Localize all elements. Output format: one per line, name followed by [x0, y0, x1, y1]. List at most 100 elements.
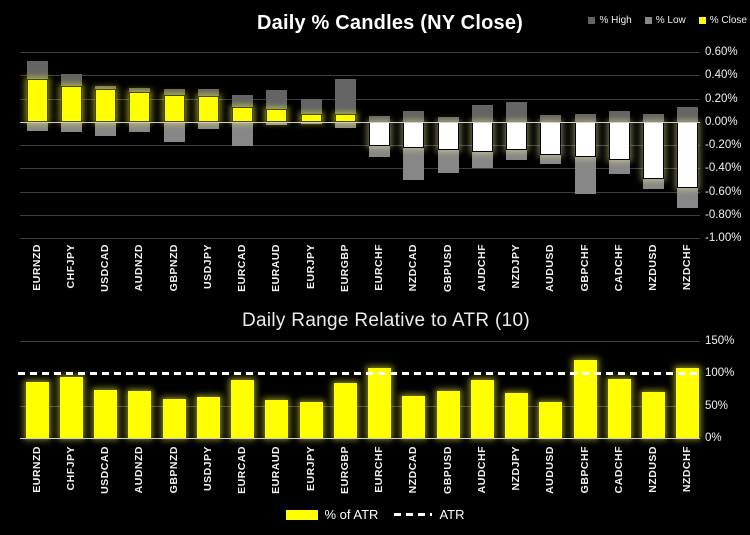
candle-high-wick [506, 101, 528, 122]
candle-body [60, 85, 82, 122]
atr-bar [607, 378, 631, 438]
atr-bar [402, 395, 426, 438]
y-axis-tick-label: 0.40% [705, 69, 738, 82]
candle-high-wick [608, 111, 630, 122]
atr-bar [642, 392, 666, 438]
candle-low-wick [608, 160, 630, 175]
x-axis-label: AUDUSD [544, 244, 557, 292]
atr-bar [505, 392, 529, 438]
candle-low-wick [506, 149, 528, 161]
candle-low-wick [163, 121, 185, 142]
legend-item-pct-of-atr: % of ATR [285, 507, 378, 522]
x-axis-label: GBPUSD [441, 244, 454, 292]
candle-low-wick [677, 188, 699, 208]
candle-body [643, 121, 665, 179]
candle-body [540, 121, 562, 156]
atr-bar [196, 397, 220, 438]
candle-high-wick [677, 106, 699, 122]
gridline [20, 52, 700, 53]
legend-item-atr-line: ATR [394, 507, 465, 522]
atr-bar [573, 360, 597, 438]
atr-bar [368, 368, 392, 438]
candle-high-wick [369, 115, 391, 122]
x-axis-label: NZDJPY [510, 244, 523, 289]
x-axis-label: NZDUSD [647, 244, 660, 291]
candle-low-wick [334, 121, 356, 128]
y-axis-tick-label: 150% [705, 335, 735, 347]
candle-body [232, 106, 254, 122]
atr-bar [539, 401, 563, 438]
y-axis-tick-label: 0% [705, 432, 722, 444]
atr-dashed-line-icon [394, 513, 433, 516]
atr-bar [25, 382, 49, 438]
candle-body [197, 96, 219, 122]
legend-item-low: % Low [644, 15, 686, 26]
y-axis-tick-label: -0.20% [705, 139, 742, 151]
gridline [20, 405, 700, 407]
x-axis-label: EURAUD [270, 244, 283, 292]
candle-high-wick [60, 74, 82, 86]
x-axis-label: AUDCHF [475, 244, 488, 292]
candles-legend: % High % Low % Close [588, 15, 747, 26]
x-axis-label: GBPCHF [578, 446, 591, 494]
pct-of-atr-legend-swatch-icon [285, 509, 318, 520]
candle-high-wick [540, 114, 562, 122]
candle-body [369, 121, 391, 147]
x-axis-label: NZDJPY [510, 446, 523, 491]
candle-body [506, 121, 528, 150]
x-axis-label: CADCHF [612, 446, 625, 494]
candle-low-wick [95, 121, 117, 136]
y-axis-tick-label: 0.60% [705, 46, 738, 58]
candle-body [300, 113, 322, 122]
close-legend-swatch-icon [698, 17, 706, 24]
candle-high-wick [163, 89, 185, 95]
gridline [20, 438, 700, 439]
x-axis-label: AUDNZD [133, 446, 146, 494]
y-axis-tick-label: 0.00% [705, 115, 738, 128]
candle-low-wick [437, 149, 459, 173]
x-axis-label: EURNZD [30, 244, 43, 291]
candle-body [163, 95, 185, 122]
candle-body [129, 91, 151, 122]
candle-body [95, 89, 117, 122]
x-axis-label: GBPNZD [167, 446, 180, 494]
x-axis-label: USDJPY [201, 446, 214, 492]
low-legend-label: % Low [655, 15, 686, 26]
x-axis-label: EURNZD [30, 446, 43, 493]
x-axis-label: GBPUSD [441, 446, 454, 494]
atr-bar [676, 368, 700, 438]
gridline [20, 214, 700, 216]
x-axis-label: NZDCAD [407, 446, 420, 494]
candle-high-wick [129, 88, 151, 92]
candle-high-wick [232, 95, 254, 107]
gridline [20, 238, 700, 239]
atr-x-axis-labels: EURNZD CHFJPY USDCAD AUDNZD GBPNZD USDJPY EURC… [20, 446, 697, 510]
x-axis-label: EURJPY [304, 244, 317, 290]
candle-body [266, 108, 288, 122]
candle-low-wick [26, 121, 48, 132]
candle-low-wick [232, 121, 254, 147]
atr-bar [333, 383, 357, 438]
x-axis-label: EURJPY [304, 446, 317, 492]
atr-bar [59, 377, 83, 438]
atr-bar [470, 379, 494, 438]
x-axis-label: AUDCHF [475, 446, 488, 494]
candle-high-wick [643, 113, 665, 122]
atr-legend: % of ATR ATR [0, 507, 750, 522]
atr-bar [299, 401, 323, 438]
candle-high-wick [437, 117, 459, 122]
gridline [20, 75, 700, 77]
y-axis-tick-label: -0.80% [705, 208, 742, 221]
atr-plot-area: 150% 100% 50% 0% [18, 335, 734, 444]
x-axis-label: EURCHF [373, 244, 386, 291]
gridline [20, 341, 700, 342]
x-axis-label: EURGBP [338, 446, 351, 494]
y-axis-tick-label: -0.60% [705, 185, 742, 198]
atr-bar [128, 390, 152, 438]
gridline [20, 168, 700, 170]
candle-high-wick [26, 61, 48, 79]
x-axis-label: USDCAD [99, 446, 112, 494]
candle-body [471, 121, 493, 152]
candle-high-wick [197, 89, 219, 97]
